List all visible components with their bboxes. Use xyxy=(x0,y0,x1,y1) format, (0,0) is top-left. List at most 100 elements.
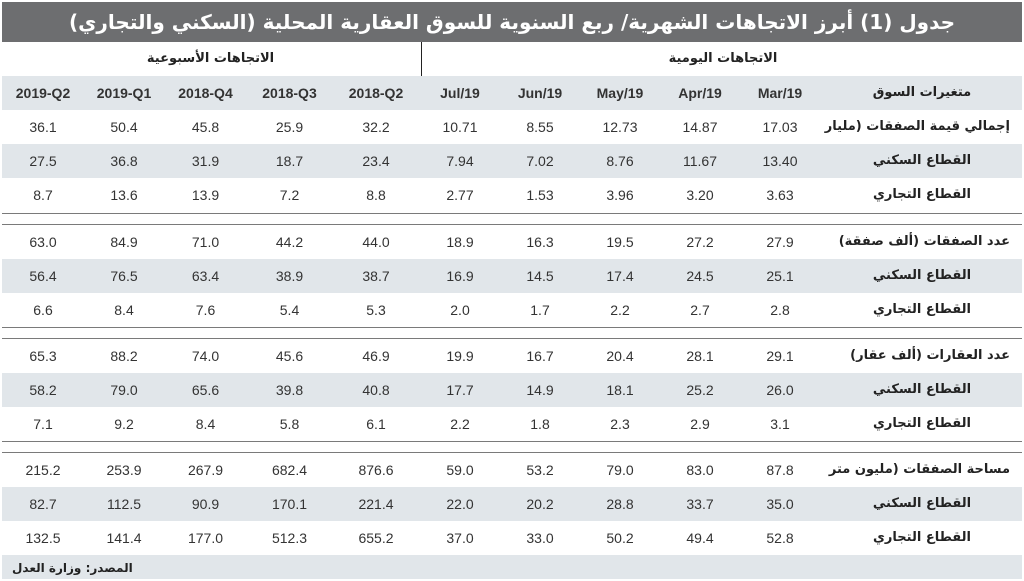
column-header: Mar/19 xyxy=(757,85,803,101)
table-cell: 2.9 xyxy=(690,416,710,432)
table-cell: 79.0 xyxy=(606,462,634,478)
table-cell: 1.53 xyxy=(526,187,554,203)
table-cell: 18.9 xyxy=(446,234,474,250)
group-separator xyxy=(2,213,1022,214)
table-cell: 74.0 xyxy=(191,348,220,364)
table-cell: 50.4 xyxy=(110,119,138,135)
table-cell: 49.4 xyxy=(686,530,714,546)
table-cell: 20.2 xyxy=(526,496,554,512)
table-cell: 27.2 xyxy=(686,234,714,250)
row-label: القطاع السكني xyxy=(872,268,972,283)
table-cell: 45.6 xyxy=(275,348,304,364)
table-cell: 71.0 xyxy=(191,234,220,250)
table-cell: 112.5 xyxy=(107,496,141,512)
table-cell: 44.0 xyxy=(362,234,390,250)
row-label: القطاع التجاري xyxy=(873,187,971,202)
header-label: متغيرات السوق xyxy=(872,85,972,100)
table-cell: 5.4 xyxy=(279,302,300,318)
table-cell: 40.8 xyxy=(362,382,390,398)
table-cell: 13.6 xyxy=(110,187,138,203)
table-cell: 17.4 xyxy=(606,268,634,284)
column-header: 2019-Q1 xyxy=(96,85,152,101)
table-cell: 65.3 xyxy=(29,348,57,364)
table-cell: 46.9 xyxy=(362,348,390,364)
table-cell: 11.67 xyxy=(683,153,717,169)
table-cell: 267.9 xyxy=(187,462,224,478)
table-cell: 88.2 xyxy=(110,348,138,364)
table-cell: 19.5 xyxy=(606,234,634,250)
table-cell: 3.96 xyxy=(606,187,634,203)
table-cell: 29.1 xyxy=(766,348,794,364)
table-cell: 2.77 xyxy=(446,187,474,203)
table-cell: 79.0 xyxy=(110,382,138,398)
table-cell: 6.6 xyxy=(33,302,53,318)
table-cell: 682.4 xyxy=(271,462,308,478)
table-cell: 38.7 xyxy=(362,268,390,284)
table-cell: 53.2 xyxy=(526,462,554,478)
table-cell: 90.9 xyxy=(191,496,220,512)
table-cell: 50.2 xyxy=(606,530,634,546)
group-divider xyxy=(421,42,422,76)
table-cell: 876.6 xyxy=(358,462,394,478)
table-cell: 44.2 xyxy=(275,234,304,250)
table-cell: 25.9 xyxy=(275,119,304,135)
table-cell: 132.5 xyxy=(25,530,61,546)
table-cell: 170.1 xyxy=(271,496,308,512)
table-cell: 2.0 xyxy=(450,302,470,318)
table-row: عدد العقارات (ألف عقار) 29.1 28.1 20.4 1… xyxy=(2,339,1022,373)
table-cell: 13.9 xyxy=(191,187,220,203)
row-label: القطاع السكني xyxy=(872,153,972,168)
table-cell: 2.3 xyxy=(610,416,630,432)
table-cell: 5.3 xyxy=(366,302,386,318)
table-cell: 6.1 xyxy=(366,416,386,432)
table-cell: 87.8 xyxy=(766,462,794,478)
table-cell: 59.0 xyxy=(446,462,474,478)
table-cell: 37.0 xyxy=(446,530,474,546)
group-separator xyxy=(2,224,1022,225)
table-cell: 1.8 xyxy=(530,416,550,432)
column-header: Jul/19 xyxy=(440,85,480,101)
table-cell: 12.73 xyxy=(602,119,638,135)
column-header: Apr/19 xyxy=(678,85,722,101)
table-cell: 63.0 xyxy=(29,234,57,250)
table-cell: 18.7 xyxy=(275,153,304,169)
table-cell: 215.2 xyxy=(25,462,61,478)
table-cell: 221.4 xyxy=(358,496,394,512)
table-row: القطاع التجاري 2.8 2.7 2.2 1.7 2.0 5.3 5… xyxy=(2,293,1022,327)
table-cell: 32.2 xyxy=(362,119,390,135)
table-cell: 18.1 xyxy=(606,382,634,398)
table-row: القطاع السكني 25.1 24.5 17.4 14.5 16.9 3… xyxy=(2,259,1022,293)
group-separator xyxy=(2,338,1022,339)
row-label: القطاع التجاري xyxy=(873,302,971,317)
table-cell: 7.1 xyxy=(33,416,53,432)
source-text: المصدر: وزارة العدل xyxy=(12,561,133,575)
table-cell: 26.0 xyxy=(766,382,794,398)
group-label-daily: الاتجاهات اليومية xyxy=(668,51,778,66)
table-cell: 36.8 xyxy=(110,153,138,169)
table-cell: 8.4 xyxy=(114,302,134,318)
table-title: جدول (1) أبرز الاتجاهات الشهرية/ ربع الس… xyxy=(2,2,1022,42)
table-cell: 25.1 xyxy=(766,268,794,284)
table-cell: 2.7 xyxy=(690,302,710,318)
table-cell: 33.0 xyxy=(526,530,554,546)
table-cell: 8.76 xyxy=(606,153,634,169)
table-cell: 17.03 xyxy=(762,119,798,135)
source-footer: المصدر: وزارة العدل xyxy=(2,555,1022,579)
table-cell: 8.55 xyxy=(526,119,554,135)
table-cell: 23.4 xyxy=(362,153,390,169)
group-label-weekly: الاتجاهات الأسبوعية xyxy=(146,51,275,66)
row-label: عدد الصفقات (ألف صفقة) xyxy=(838,234,1010,249)
header-row: متغيرات السوق Mar/19 Apr/19 May/19 Jun/1… xyxy=(2,76,1022,110)
table-cell: 65.6 xyxy=(191,382,220,398)
table-cell: 16.3 xyxy=(526,234,554,250)
table-cell: 3.20 xyxy=(686,187,714,203)
column-header: Jun/19 xyxy=(517,85,563,101)
table-cell: 7.2 xyxy=(279,187,300,203)
table-row: القطاع التجاري 3.63 3.20 3.96 1.53 2.77 … xyxy=(2,178,1022,212)
table-cell: 28.1 xyxy=(686,348,714,364)
table-cell: 45.8 xyxy=(191,119,220,135)
table-cell: 3.1 xyxy=(770,416,790,432)
row-label: عدد العقارات (ألف عقار) xyxy=(850,348,1010,363)
table-cell: 2.2 xyxy=(450,416,470,432)
table-row: القطاع السكني 13.40 11.67 8.76 7.02 7.94… xyxy=(2,144,1022,178)
